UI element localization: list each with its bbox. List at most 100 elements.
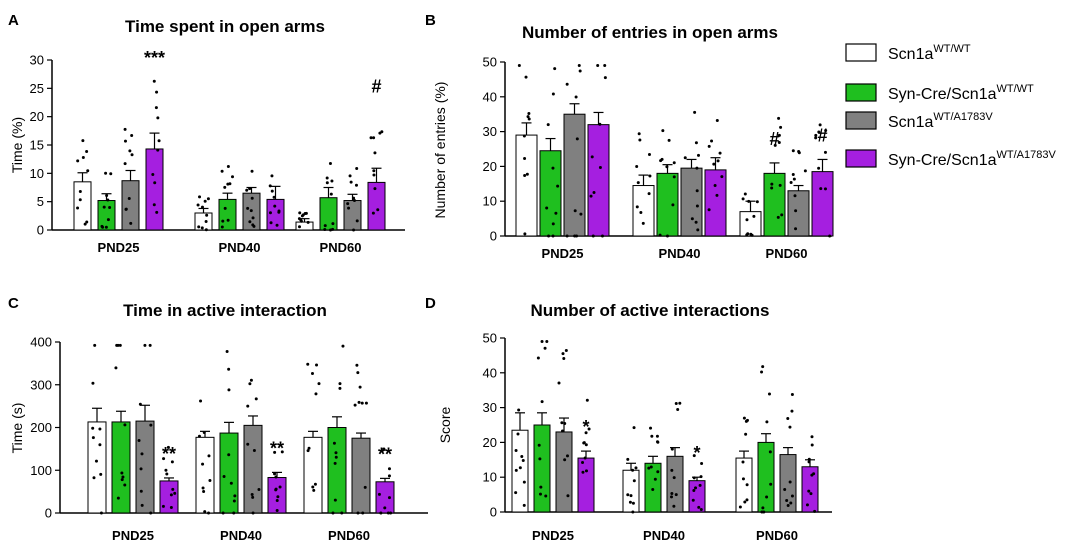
data-point (92, 476, 96, 480)
bar-pnd60-series-2 (327, 427, 347, 514)
data-point (299, 219, 303, 223)
data-point (661, 129, 665, 133)
data-point (589, 194, 593, 198)
data-point (223, 185, 227, 189)
data-point (307, 446, 311, 450)
data-point (169, 506, 173, 510)
data-point (527, 117, 531, 121)
bar-pnd40-series-1 (632, 185, 655, 237)
y-tick-label: 200 (30, 420, 52, 435)
data-point (130, 153, 134, 157)
legend-item-2: Syn-Cre/Scn1aWT/WT (845, 83, 1034, 103)
data-point (199, 399, 203, 403)
data-point (517, 63, 521, 67)
data-point (93, 343, 97, 347)
data-point (583, 456, 587, 460)
bar-pnd25-series-2 (111, 421, 131, 514)
data-point (573, 209, 577, 213)
data-point (741, 460, 745, 464)
x-category-label: PND25 (98, 240, 140, 255)
data-point (221, 511, 225, 515)
data-point (76, 206, 80, 210)
bar-pnd60-series-3 (779, 454, 797, 513)
data-point (355, 166, 359, 170)
data-point (203, 510, 207, 514)
data-point (83, 222, 87, 226)
data-point (631, 510, 635, 514)
data-point (369, 136, 373, 140)
data-point (387, 496, 391, 500)
bar-pnd25-series-4 (159, 480, 179, 514)
data-point (109, 172, 113, 176)
data-point (649, 465, 653, 469)
data-point (354, 183, 358, 187)
data-point (386, 511, 390, 515)
data-point (791, 173, 795, 177)
data-point (99, 511, 103, 515)
data-point (306, 449, 310, 453)
chart-panel-a: A Time spent in open arms Time (%) 0 5 10 15 20… (8, 12, 405, 255)
data-point (314, 392, 318, 396)
data-point (372, 136, 376, 140)
data-point (120, 478, 124, 482)
data-point (779, 125, 783, 129)
data-point (221, 219, 225, 223)
data-point (694, 220, 698, 224)
bar-pnd40-series-3 (243, 424, 263, 514)
bar-pnd25-series-3 (555, 431, 573, 513)
data-point (250, 493, 254, 497)
data-point (139, 489, 143, 493)
data-point (222, 474, 226, 478)
data-point (166, 445, 170, 449)
data-point (700, 461, 704, 465)
data-point (325, 181, 329, 185)
x-category-label: PND40 (220, 528, 262, 543)
data-point (123, 127, 127, 131)
legend-label: Scn1aWT/A1783V (888, 111, 993, 131)
data-point (556, 184, 560, 188)
legend-swatch (845, 43, 877, 62)
bar-pnd40-series-1 (622, 469, 640, 513)
data-point (372, 173, 376, 177)
data-point (104, 225, 108, 229)
data-point (523, 156, 527, 160)
data-point (372, 169, 376, 173)
x-category-label: PND60 (756, 528, 798, 543)
data-point (720, 175, 724, 179)
x-category-label: PND25 (112, 528, 154, 543)
data-point (164, 468, 168, 472)
data-point (715, 119, 719, 123)
data-point (248, 187, 252, 191)
data-point (638, 138, 642, 142)
data-point (379, 511, 383, 515)
bar-pnd25-series-1 (73, 181, 92, 231)
data-point (628, 500, 632, 504)
data-point (353, 403, 357, 407)
y-tick-label: 20 (483, 435, 497, 450)
data-point (692, 489, 696, 493)
significance-marker: # (371, 77, 381, 97)
data-point (655, 434, 659, 438)
data-point (807, 457, 811, 461)
data-point (641, 221, 645, 225)
data-point (331, 511, 335, 515)
data-point (223, 206, 227, 210)
data-point (138, 402, 142, 406)
data-point (387, 467, 391, 471)
data-point (338, 386, 342, 390)
data-point (524, 75, 528, 79)
data-point (140, 452, 144, 456)
data-point (250, 196, 254, 200)
data-point (598, 165, 602, 169)
data-point (306, 220, 310, 224)
y-tick-label: 0 (45, 506, 52, 521)
data-point (649, 426, 653, 430)
data-point (200, 205, 204, 209)
data-point (273, 204, 277, 208)
data-point (252, 449, 256, 453)
y-tick-label: 10 (483, 194, 497, 209)
y-axis-label: Score (437, 407, 453, 444)
y-tick-label: 20 (30, 109, 44, 124)
data-point (744, 432, 748, 436)
data-point (98, 443, 102, 447)
